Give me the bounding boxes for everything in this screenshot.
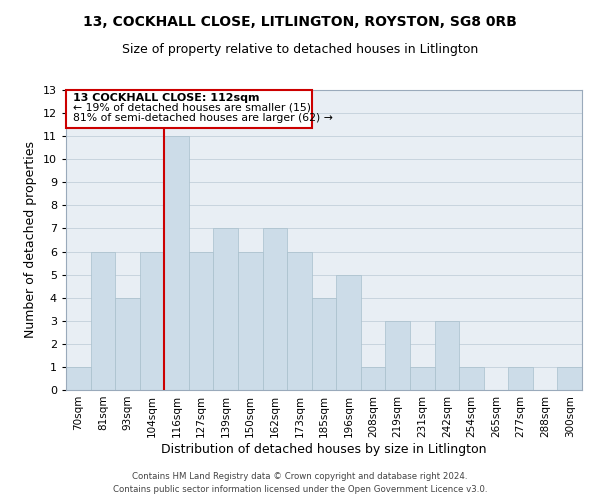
Bar: [385, 321, 410, 390]
Bar: [164, 136, 189, 390]
Text: Size of property relative to detached houses in Litlington: Size of property relative to detached ho…: [122, 42, 478, 56]
Bar: [557, 367, 582, 390]
Bar: [459, 367, 484, 390]
Bar: [66, 90, 312, 128]
Text: Contains public sector information licensed under the Open Government Licence v3: Contains public sector information licen…: [113, 485, 487, 494]
Bar: [312, 298, 336, 390]
Bar: [115, 298, 140, 390]
Bar: [66, 367, 91, 390]
Bar: [140, 252, 164, 390]
X-axis label: Distribution of detached houses by size in Litlington: Distribution of detached houses by size …: [161, 442, 487, 456]
Text: ← 19% of detached houses are smaller (15): ← 19% of detached houses are smaller (15…: [73, 102, 311, 113]
Bar: [214, 228, 238, 390]
Bar: [263, 228, 287, 390]
Text: Contains HM Land Registry data © Crown copyright and database right 2024.: Contains HM Land Registry data © Crown c…: [132, 472, 468, 481]
Bar: [434, 321, 459, 390]
Bar: [91, 252, 115, 390]
Text: 13 COCKHALL CLOSE: 112sqm: 13 COCKHALL CLOSE: 112sqm: [73, 94, 260, 104]
Bar: [238, 252, 263, 390]
Y-axis label: Number of detached properties: Number of detached properties: [24, 142, 37, 338]
Bar: [189, 252, 214, 390]
Bar: [287, 252, 312, 390]
Text: 81% of semi-detached houses are larger (62) →: 81% of semi-detached houses are larger (…: [73, 113, 333, 123]
Text: 13, COCKHALL CLOSE, LITLINGTON, ROYSTON, SG8 0RB: 13, COCKHALL CLOSE, LITLINGTON, ROYSTON,…: [83, 15, 517, 29]
Bar: [410, 367, 434, 390]
Bar: [508, 367, 533, 390]
Bar: [361, 367, 385, 390]
Bar: [336, 274, 361, 390]
